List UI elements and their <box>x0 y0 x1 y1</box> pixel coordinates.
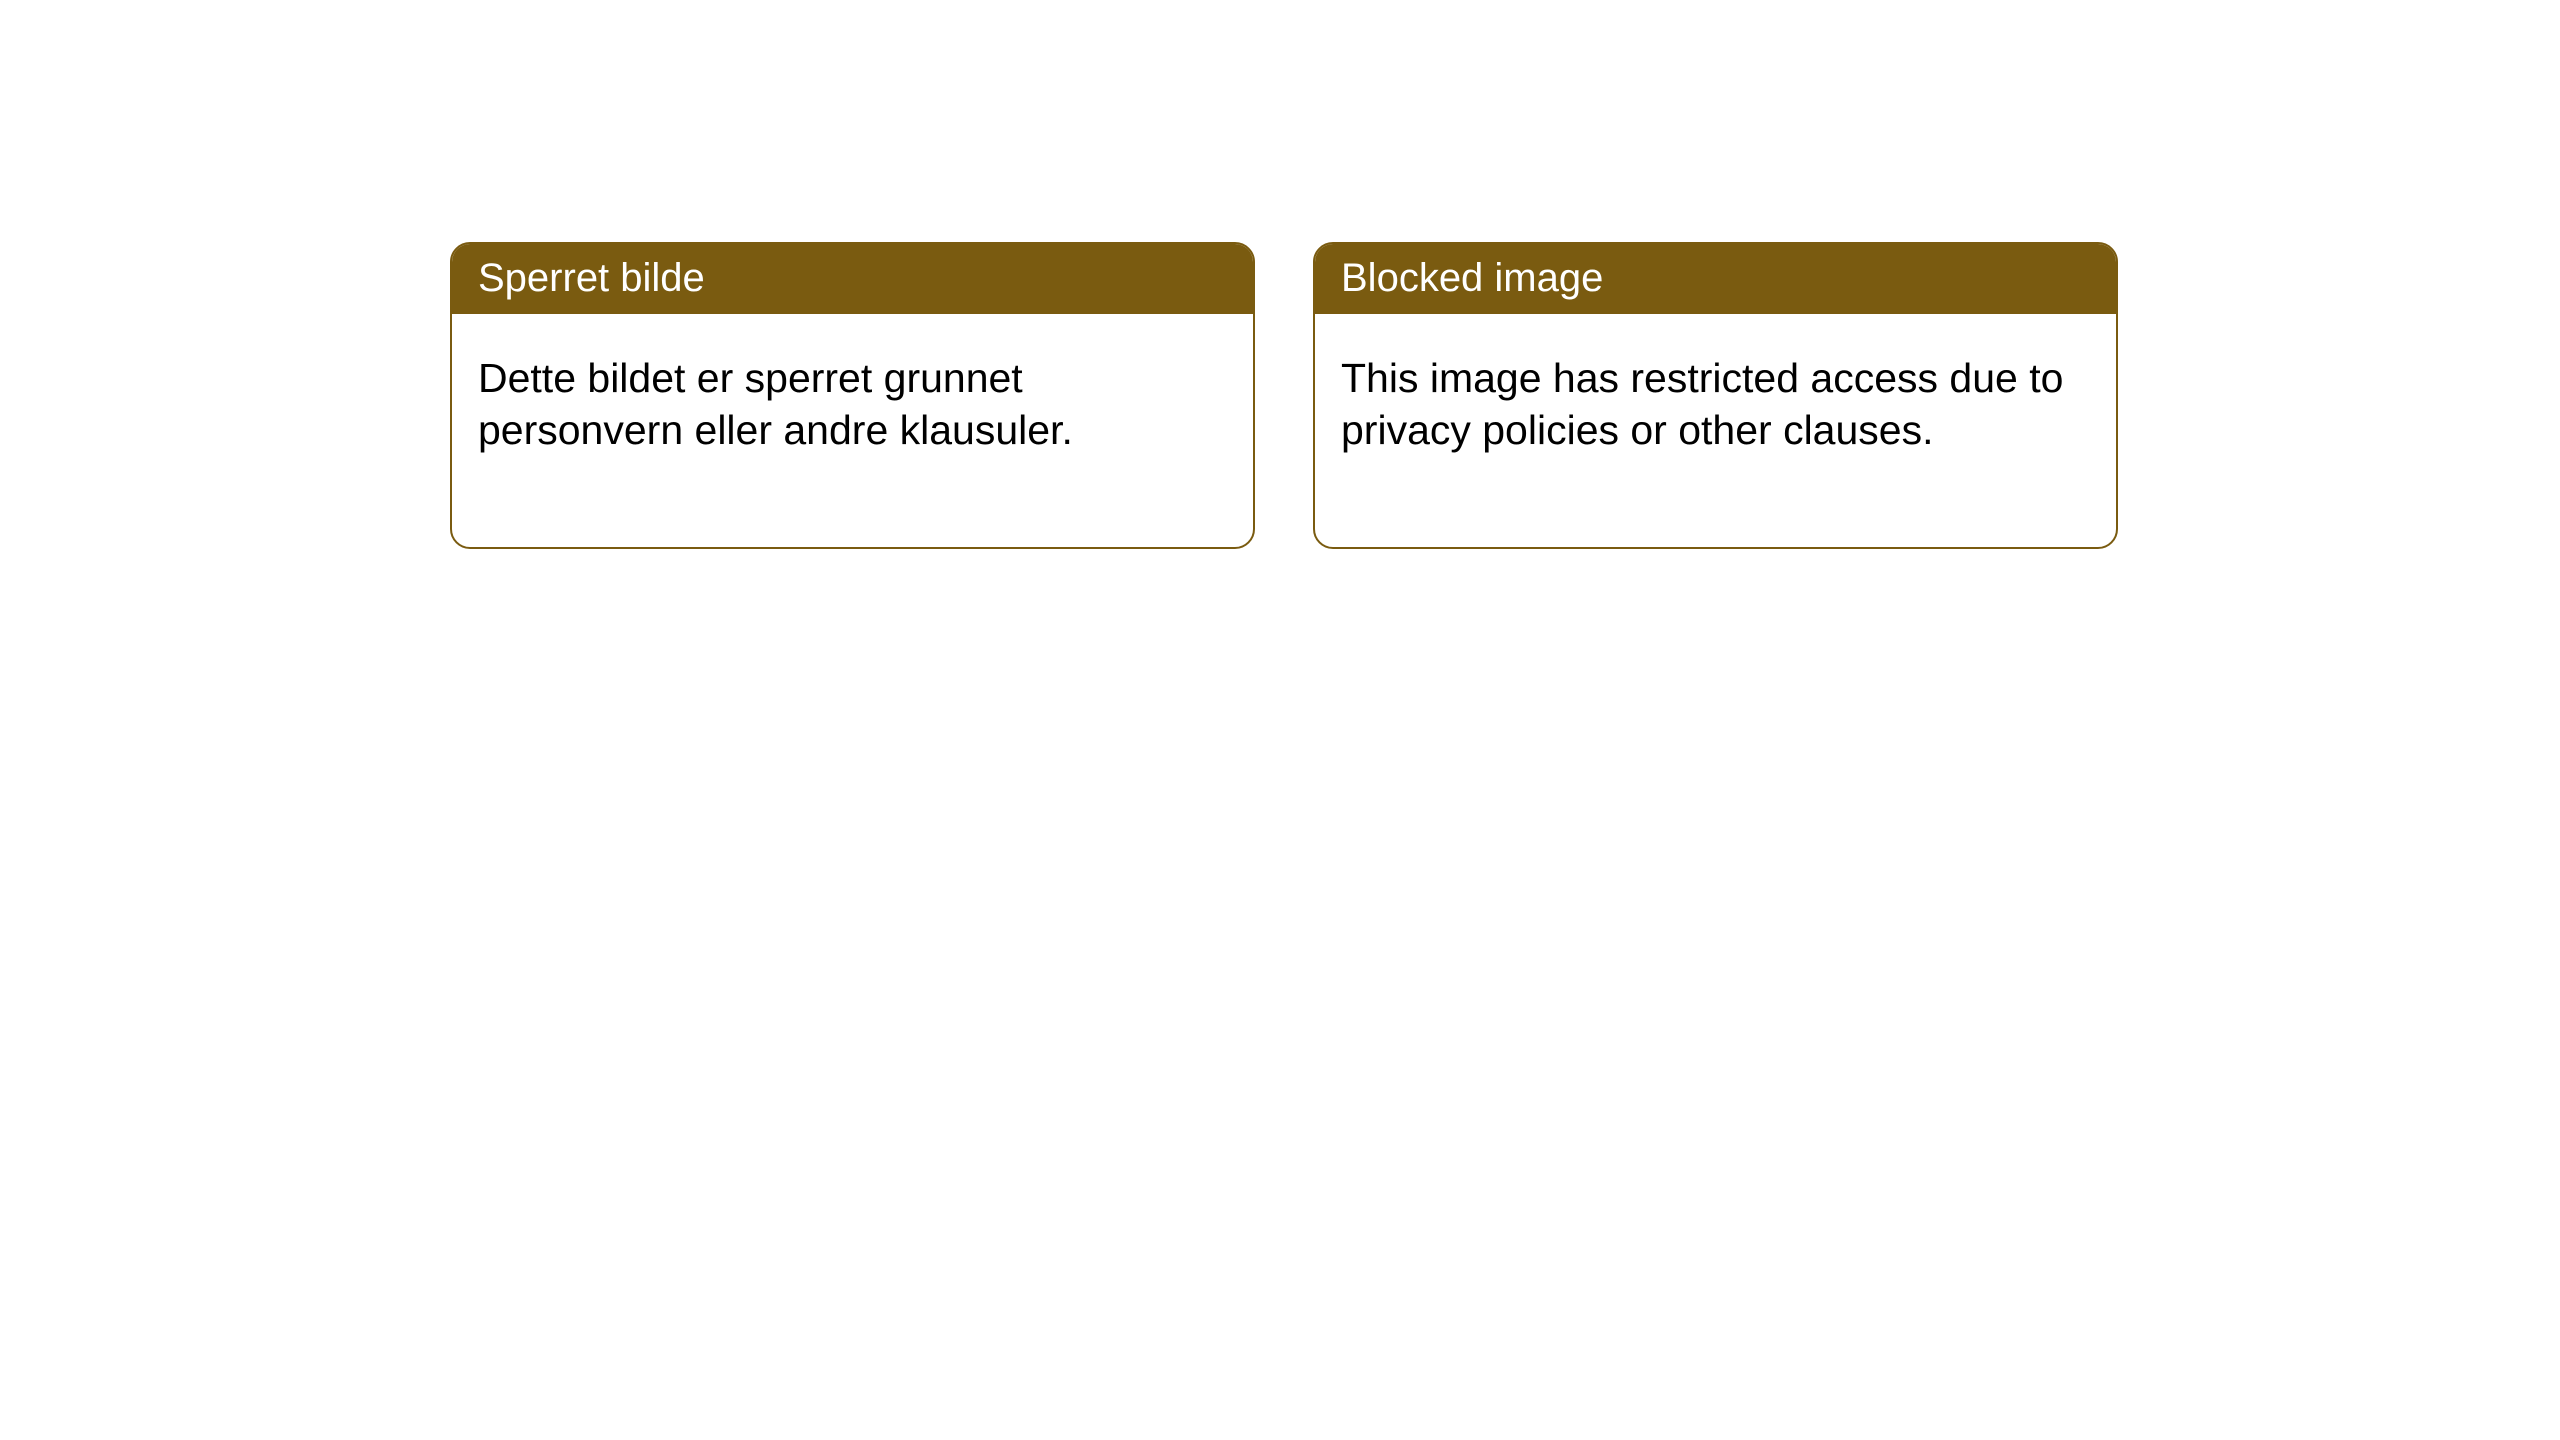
notice-card-header: Blocked image <box>1315 244 2116 314</box>
notice-card-header: Sperret bilde <box>452 244 1253 314</box>
notice-card-norwegian: Sperret bilde Dette bildet er sperret gr… <box>450 242 1255 549</box>
notice-cards-container: Sperret bilde Dette bildet er sperret gr… <box>450 242 2560 549</box>
notice-card-body: This image has restricted access due to … <box>1315 314 2116 547</box>
notice-card-body: Dette bildet er sperret grunnet personve… <box>452 314 1253 547</box>
notice-card-english: Blocked image This image has restricted … <box>1313 242 2118 549</box>
